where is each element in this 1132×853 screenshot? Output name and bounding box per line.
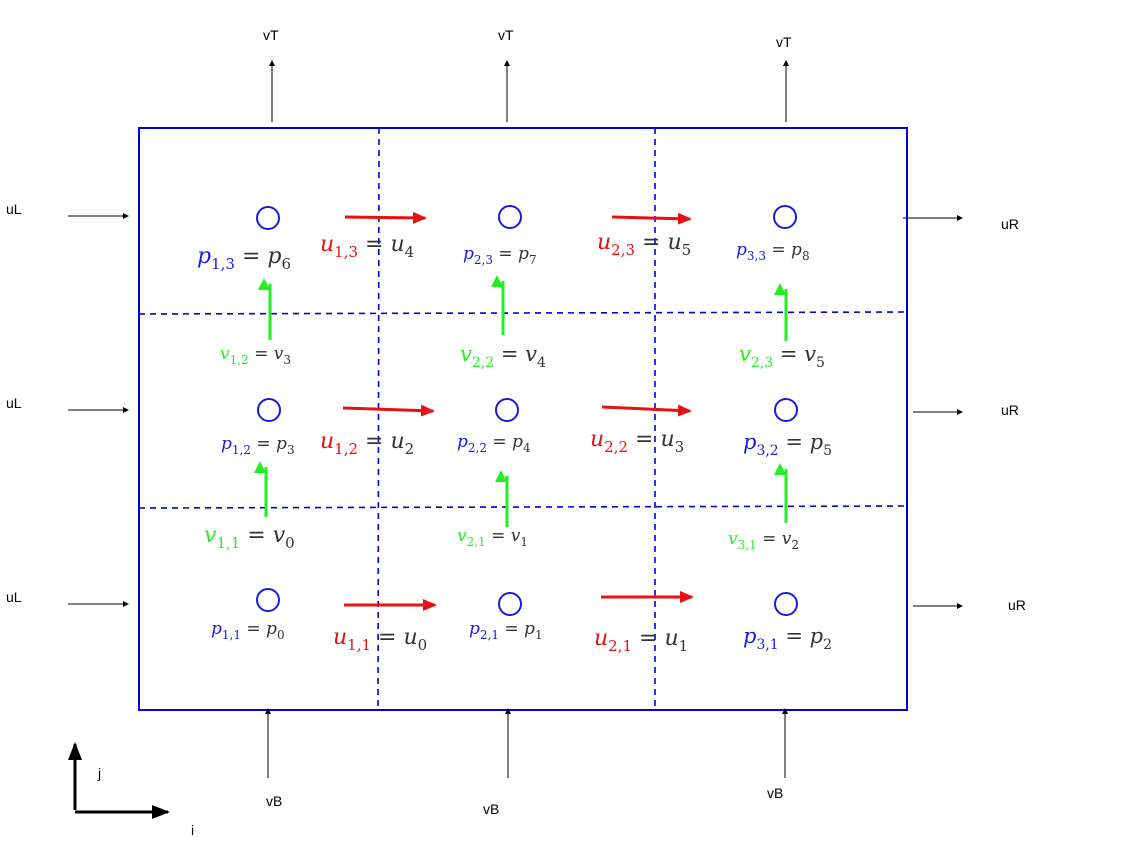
grid-line-horizontal-1 (138, 311, 908, 315)
pressure-node-label: p1,2 = p3 (221, 434, 295, 457)
pressure-node-circle (257, 398, 281, 422)
v-velocity-label: v1,1 = v0 (204, 523, 295, 552)
pressure-node-label: p1,3 = p6 (197, 244, 291, 273)
u-velocity-label: u1,1 = u0 (333, 625, 427, 654)
pressure-node-label: p3,1 = p2 (743, 624, 832, 653)
pressure-node-circle (774, 592, 798, 616)
j-axis-label: j (97, 765, 101, 781)
v-velocity-label: v2,2 = v4 (460, 342, 546, 371)
u-velocity-arrow (342, 404, 435, 417)
v-velocity-label: v1,2 = v3 (220, 344, 291, 367)
bottom-boundary-label: vB (483, 801, 499, 817)
u-velocity-arrow (601, 404, 692, 417)
right-boundary-label: uR (1008, 597, 1026, 613)
pressure-node-circle (256, 588, 280, 612)
pressure-node-circle (498, 592, 522, 616)
bottom-boundary-label: vB (767, 785, 783, 801)
pressure-node-label: p2,3 = p7 (463, 244, 537, 267)
pressure-node-circle (773, 205, 797, 229)
v-velocity-label: v2,3 = v5 (739, 342, 825, 371)
pressure-node-circle (256, 206, 280, 230)
pressure-node-label: p1,1 = p0 (211, 619, 285, 642)
right-boundary-label: uR (1001, 402, 1019, 418)
pressure-node-label: p3,3 = p8 (736, 240, 810, 263)
u-velocity-label: u2,1 = u1 (594, 626, 688, 655)
pressure-node-circle (498, 205, 522, 229)
u-velocity-label: u2,2 = u3 (590, 427, 684, 456)
pressure-node-circle (495, 398, 519, 422)
pressure-node-circle (774, 398, 798, 422)
pressure-node-label: p3,2 = p5 (743, 430, 832, 459)
right-boundary-label: uR (1001, 216, 1019, 232)
domain-boundary (138, 127, 908, 711)
u-velocity-label: u1,3 = u4 (320, 232, 414, 261)
top-boundary-label: vT (498, 27, 514, 43)
left-boundary-label: uL (6, 201, 22, 217)
u-velocity-arrow (344, 211, 427, 224)
u-velocity-arrow (611, 212, 692, 225)
top-boundary-label: vT (776, 34, 792, 50)
v-velocity-label: v3,1 = v2 (728, 529, 799, 552)
pressure-node-label: p2,1 = p1 (469, 619, 543, 642)
left-boundary-label: uL (6, 589, 22, 605)
v-velocity-label: v2,1 = v1 (457, 526, 528, 549)
grid-line-horizontal-2 (138, 505, 908, 509)
top-boundary-label: vT (263, 27, 279, 43)
pressure-node-label: p2,2 = p4 (457, 432, 531, 455)
grid-line-vertical-1 (377, 127, 380, 711)
left-boundary-label: uL (6, 395, 22, 411)
u-velocity-label: u2,3 = u5 (597, 230, 691, 259)
bottom-boundary-label: vB (266, 793, 282, 809)
i-axis-label: i (191, 822, 194, 838)
u-velocity-label: u1,2 = u2 (320, 429, 414, 458)
